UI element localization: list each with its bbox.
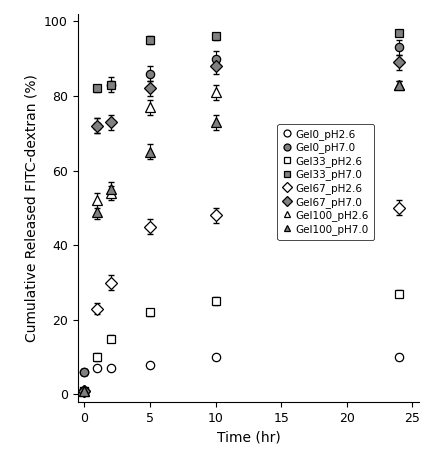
Gel67_pH7.0	[397, 60, 402, 65]
Gel100_pH2.6	[213, 90, 218, 95]
Gel33_pH2.6	[95, 354, 100, 360]
Gel67_pH2.6	[108, 280, 113, 286]
Gel0_pH7.0	[95, 123, 100, 128]
Gel100_pH2.6	[397, 82, 402, 87]
Gel33_pH7.0	[147, 37, 152, 43]
Gel0_pH2.6	[108, 365, 113, 371]
Gel0_pH2.6	[95, 365, 100, 371]
Gel100_pH7.0	[213, 119, 218, 125]
Gel100_pH2.6	[82, 388, 87, 394]
Gel33_pH7.0	[108, 82, 113, 87]
Gel67_pH2.6	[213, 213, 218, 218]
Gel100_pH7.0	[397, 82, 402, 87]
Line: Gel67_pH7.0: Gel67_pH7.0	[80, 58, 403, 395]
Gel0_pH2.6	[397, 354, 402, 360]
Gel33_pH2.6	[82, 388, 87, 394]
Gel100_pH7.0	[108, 187, 113, 192]
Line: Gel100_pH7.0: Gel100_pH7.0	[79, 80, 404, 395]
X-axis label: Time (hr): Time (hr)	[216, 430, 280, 444]
Gel100_pH2.6	[147, 104, 152, 110]
Gel0_pH7.0	[213, 56, 218, 61]
Gel33_pH7.0	[213, 33, 218, 39]
Gel67_pH2.6	[95, 306, 100, 311]
Line: Gel100_pH2.6: Gel100_pH2.6	[79, 80, 404, 395]
Legend: Gel0_pH2.6, Gel0_pH7.0, Gel33_pH2.6, Gel33_pH7.0, Gel67_pH2.6, Gel67_pH7.0, Gel1: Gel0_pH2.6, Gel0_pH7.0, Gel33_pH2.6, Gel…	[277, 124, 374, 240]
Y-axis label: Cumulative Released FITC-dextran (%): Cumulative Released FITC-dextran (%)	[25, 74, 38, 342]
Gel67_pH2.6	[82, 388, 87, 394]
Gel100_pH7.0	[147, 149, 152, 155]
Gel33_pH2.6	[397, 291, 402, 297]
Line: Gel33_pH2.6: Gel33_pH2.6	[80, 290, 403, 395]
Gel33_pH2.6	[108, 336, 113, 341]
Gel33_pH2.6	[147, 310, 152, 315]
Gel67_pH7.0	[213, 63, 218, 69]
Line: Gel67_pH2.6: Gel67_pH2.6	[80, 204, 403, 395]
Gel67_pH7.0	[82, 388, 87, 394]
Gel67_pH7.0	[95, 123, 100, 128]
Gel0_pH2.6	[147, 362, 152, 367]
Gel67_pH7.0	[108, 119, 113, 125]
Gel67_pH2.6	[147, 224, 152, 229]
Gel33_pH7.0	[95, 86, 100, 91]
Line: Gel0_pH7.0: Gel0_pH7.0	[80, 43, 403, 376]
Line: Gel33_pH7.0: Gel33_pH7.0	[80, 28, 403, 395]
Gel0_pH7.0	[397, 45, 402, 50]
Gel100_pH2.6	[95, 198, 100, 203]
Gel0_pH2.6	[213, 354, 218, 360]
Line: Gel0_pH2.6: Gel0_pH2.6	[80, 353, 403, 376]
Gel33_pH2.6	[213, 298, 218, 304]
Gel67_pH2.6	[397, 205, 402, 211]
Gel0_pH7.0	[108, 82, 113, 87]
Gel0_pH2.6	[82, 369, 87, 375]
Gel33_pH7.0	[397, 30, 402, 35]
Gel100_pH7.0	[95, 209, 100, 214]
Gel33_pH7.0	[82, 388, 87, 394]
Gel67_pH7.0	[147, 86, 152, 91]
Gel100_pH2.6	[108, 190, 113, 196]
Gel0_pH7.0	[147, 71, 152, 76]
Gel0_pH7.0	[82, 369, 87, 375]
Gel100_pH7.0	[82, 388, 87, 394]
